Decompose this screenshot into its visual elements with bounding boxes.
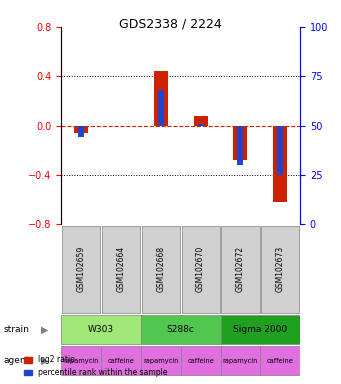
Text: rapamycin: rapamycin [63, 358, 99, 364]
Bar [273, 126, 287, 202]
Bar [78, 126, 84, 137]
Bar [74, 126, 88, 133]
Bar [237, 126, 243, 165]
Text: GSM102659: GSM102659 [77, 246, 86, 292]
Text: GSM102673: GSM102673 [276, 246, 285, 292]
Text: strain: strain [3, 325, 29, 334]
Text: ▶: ▶ [41, 356, 48, 366]
FancyBboxPatch shape [221, 346, 260, 376]
Bar [158, 90, 164, 126]
Text: caffeine: caffeine [108, 358, 134, 364]
FancyBboxPatch shape [142, 226, 180, 313]
FancyBboxPatch shape [101, 346, 141, 376]
Text: caffeine: caffeine [187, 358, 214, 364]
Text: agent: agent [3, 356, 30, 365]
FancyBboxPatch shape [61, 315, 141, 344]
Text: GSM102664: GSM102664 [117, 246, 125, 292]
FancyBboxPatch shape [141, 315, 221, 344]
Bar [154, 71, 168, 126]
Text: caffeine: caffeine [267, 358, 294, 364]
FancyBboxPatch shape [141, 346, 181, 376]
Text: rapamycin: rapamycin [223, 358, 258, 364]
Text: GSM102670: GSM102670 [196, 246, 205, 292]
Bar [198, 124, 204, 126]
Text: W303: W303 [88, 325, 114, 334]
Legend: log2 ratio, percentile rank within the sample: log2 ratio, percentile rank within the s… [21, 352, 170, 380]
Bar [277, 126, 283, 175]
FancyBboxPatch shape [62, 226, 100, 313]
FancyBboxPatch shape [61, 346, 101, 376]
FancyBboxPatch shape [221, 226, 260, 313]
Text: Sigma 2000: Sigma 2000 [233, 325, 287, 334]
FancyBboxPatch shape [102, 226, 140, 313]
FancyBboxPatch shape [260, 346, 300, 376]
FancyBboxPatch shape [181, 226, 220, 313]
Bar [194, 116, 208, 126]
FancyBboxPatch shape [261, 226, 299, 313]
Bar [234, 126, 247, 160]
Text: GDS2338 / 2224: GDS2338 / 2224 [119, 17, 222, 30]
Text: ▶: ▶ [41, 325, 48, 335]
Text: S288c: S288c [167, 325, 195, 334]
FancyBboxPatch shape [221, 315, 300, 344]
Text: GSM102672: GSM102672 [236, 246, 245, 292]
Text: rapamycin: rapamycin [143, 358, 179, 364]
FancyBboxPatch shape [181, 346, 221, 376]
Text: GSM102668: GSM102668 [156, 246, 165, 292]
